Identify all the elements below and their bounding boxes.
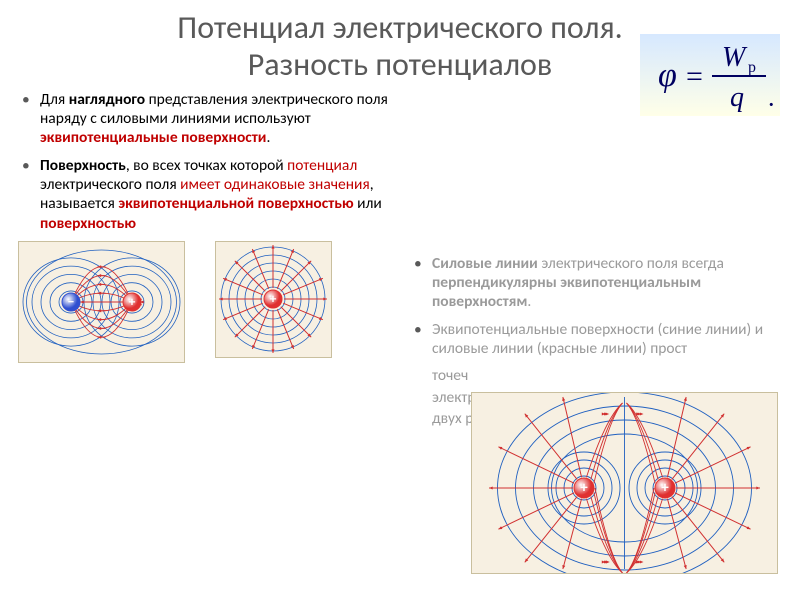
bullet-item: Силовые линии электрического поля всегда… [428,254,782,312]
svg-text:W: W [722,42,748,73]
bullet-item: Эквипотенциальные поверхности (синие лин… [428,320,782,359]
svg-text:p: p [748,59,756,76]
bullet-item: Поверхность, во всех точках которой поте… [36,156,390,234]
title-line-1: Потенциал электрического поля. [177,8,622,47]
left-column: Для наглядного представления электрическ… [18,90,400,431]
title-line-2: Разность потенциалов [248,45,552,84]
two-like-charges-diagram: ++ [471,392,778,574]
svg-text:+: + [580,479,588,497]
bullet-item: Для наглядного представления электрическ… [36,90,390,148]
slide: Потенциал электрического поля. Разность … [0,0,800,600]
content-area: Для наглядного представления электрическ… [0,90,800,431]
left-diagrams-row: −+ + [18,241,390,363]
right-column: Силовые линии электрического поля всегда… [400,90,782,431]
svg-text:+: + [661,479,669,497]
left-bullet-list: Для наглядного представления электрическ… [18,90,390,234]
bullet-item: точеч [428,366,782,385]
point-charge-diagram: + [215,241,332,358]
svg-text:=: = [686,60,703,93]
dipole-diagram: −+ [18,241,185,363]
svg-text:+: + [129,293,136,310]
svg-text:−: − [68,293,75,310]
svg-text:+: + [270,290,277,307]
svg-text:φ: φ [658,57,677,94]
